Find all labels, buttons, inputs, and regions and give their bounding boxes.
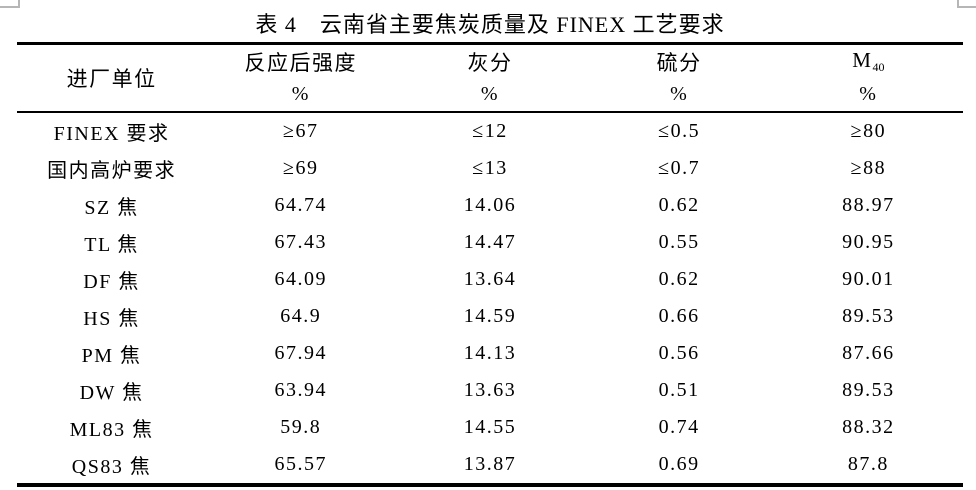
value-cell: 89.53 bbox=[842, 305, 895, 327]
value-cell: 67.94 bbox=[274, 342, 328, 364]
header-cell-sulfur: 硫分 bbox=[656, 50, 702, 75]
table-row: PM 焦 67.94 14.13 0.56 87.66 bbox=[17, 335, 963, 372]
table-row: TL 焦 67.43 14.47 0.55 90.95 bbox=[17, 224, 963, 261]
row-label-cell: DF 焦 bbox=[83, 271, 140, 293]
value-cell: ≤0.7 bbox=[658, 157, 701, 179]
value-cell: 64.9 bbox=[280, 305, 322, 327]
value-cell: 88.32 bbox=[842, 416, 895, 438]
row-label-cell: SZ 焦 bbox=[84, 197, 139, 219]
table-caption: 表 4 云南省主要焦炭质量及 FINEX 工艺要求 bbox=[255, 12, 725, 37]
value-cell: 59.8 bbox=[280, 416, 322, 438]
cropped-cell-border-left bbox=[0, 0, 20, 8]
value-cell: 13.64 bbox=[463, 268, 517, 290]
row-label-cell: HS 焦 bbox=[83, 308, 140, 330]
value-cell: 0.51 bbox=[658, 379, 700, 401]
value-cell: 87.66 bbox=[842, 342, 895, 364]
table-row: DF 焦 64.09 13.64 0.62 90.01 bbox=[17, 261, 963, 298]
value-cell: ≥67 bbox=[283, 120, 319, 142]
table-row: 国内高炉要求 ≥69 ≤13 ≤0.7 ≥88 bbox=[17, 150, 963, 187]
table-row: HS 焦 64.9 14.59 0.66 89.53 bbox=[17, 298, 963, 335]
table-row: ML83 焦 59.8 14.55 0.74 88.32 bbox=[17, 409, 963, 446]
table-row: SZ 焦 64.74 14.06 0.62 88.97 bbox=[17, 187, 963, 224]
header-cell-row-label: 进厂单位 bbox=[66, 67, 157, 91]
header-name-row: 进厂单位 反应后强度 灰分 硫分 M40 bbox=[17, 44, 963, 91]
value-cell: ≥69 bbox=[283, 157, 319, 179]
header-cell-strength-after-reaction: 反应后强度 bbox=[244, 50, 358, 75]
table-body: FINEX 要求 ≥67 ≤12 ≤0.5 ≥80 国内高炉要求 ≥69 ≤13… bbox=[17, 112, 963, 485]
value-cell: 14.06 bbox=[463, 194, 517, 216]
value-cell: 89.53 bbox=[842, 379, 895, 401]
value-cell: ≤0.5 bbox=[658, 120, 701, 142]
value-cell: 87.8 bbox=[847, 453, 889, 475]
value-cell: 65.57 bbox=[274, 453, 328, 475]
value-cell: ≤12 bbox=[472, 120, 508, 142]
cropped-cell-border-right bbox=[957, 0, 976, 8]
value-cell: 14.47 bbox=[463, 231, 517, 253]
value-cell: 13.87 bbox=[463, 453, 517, 475]
unit-cell: % bbox=[670, 83, 689, 105]
table-header: 进厂单位 反应后强度 灰分 硫分 M40 % % % % bbox=[17, 44, 963, 112]
value-cell: 0.69 bbox=[658, 453, 700, 475]
table-row: FINEX 要求 ≥67 ≤12 ≤0.5 ≥80 bbox=[17, 112, 963, 150]
row-label-cell: PM 焦 bbox=[81, 345, 142, 367]
row-label-cell: ML83 焦 bbox=[69, 419, 154, 441]
value-cell: ≥88 bbox=[850, 157, 887, 179]
row-label-cell: 国内高炉要求 bbox=[47, 160, 177, 182]
m40-symbol: M bbox=[852, 48, 873, 72]
unit-cell: % bbox=[859, 83, 878, 105]
value-cell: 14.59 bbox=[463, 305, 517, 327]
value-cell: 67.43 bbox=[274, 231, 328, 253]
value-cell: 64.09 bbox=[274, 268, 328, 290]
value-cell: 0.62 bbox=[658, 194, 700, 216]
value-cell: 64.74 bbox=[274, 194, 328, 216]
value-cell: 88.97 bbox=[842, 194, 895, 216]
row-label-cell: TL 焦 bbox=[84, 234, 139, 256]
header-cell-ash: 灰分 bbox=[467, 50, 513, 75]
row-label-cell: QS83 焦 bbox=[71, 456, 152, 478]
row-label-cell: DW 焦 bbox=[79, 382, 144, 404]
table-row: QS83 焦 65.57 13.87 0.69 87.8 bbox=[17, 446, 963, 485]
value-cell: 14.55 bbox=[463, 416, 517, 438]
value-cell: 0.66 bbox=[658, 305, 700, 327]
table-row: DW 焦 63.94 13.63 0.51 89.53 bbox=[17, 372, 963, 409]
value-cell: 63.94 bbox=[274, 379, 328, 401]
value-cell: ≥80 bbox=[850, 120, 887, 142]
value-cell: 14.13 bbox=[463, 342, 517, 364]
value-cell: 0.56 bbox=[658, 342, 700, 364]
value-cell: 0.55 bbox=[658, 231, 700, 253]
header-cell-m40: M40 bbox=[774, 44, 963, 79]
value-cell: 90.95 bbox=[842, 231, 895, 253]
row-label-cell: FINEX 要求 bbox=[53, 123, 170, 145]
value-cell: ≤13 bbox=[472, 157, 508, 179]
header-unit-row: % % % % bbox=[17, 78, 963, 112]
value-cell: 90.01 bbox=[842, 268, 895, 290]
value-cell: 0.62 bbox=[658, 268, 700, 290]
unit-cell: % bbox=[480, 83, 500, 105]
value-cell: 0.74 bbox=[658, 416, 700, 438]
m40-subscript: 40 bbox=[872, 60, 885, 74]
coke-quality-table: 进厂单位 反应后强度 灰分 硫分 M40 % % % % FINEX 要求 ≥6… bbox=[17, 42, 963, 487]
unit-cell: % bbox=[291, 83, 310, 105]
value-cell: 13.63 bbox=[463, 379, 517, 401]
